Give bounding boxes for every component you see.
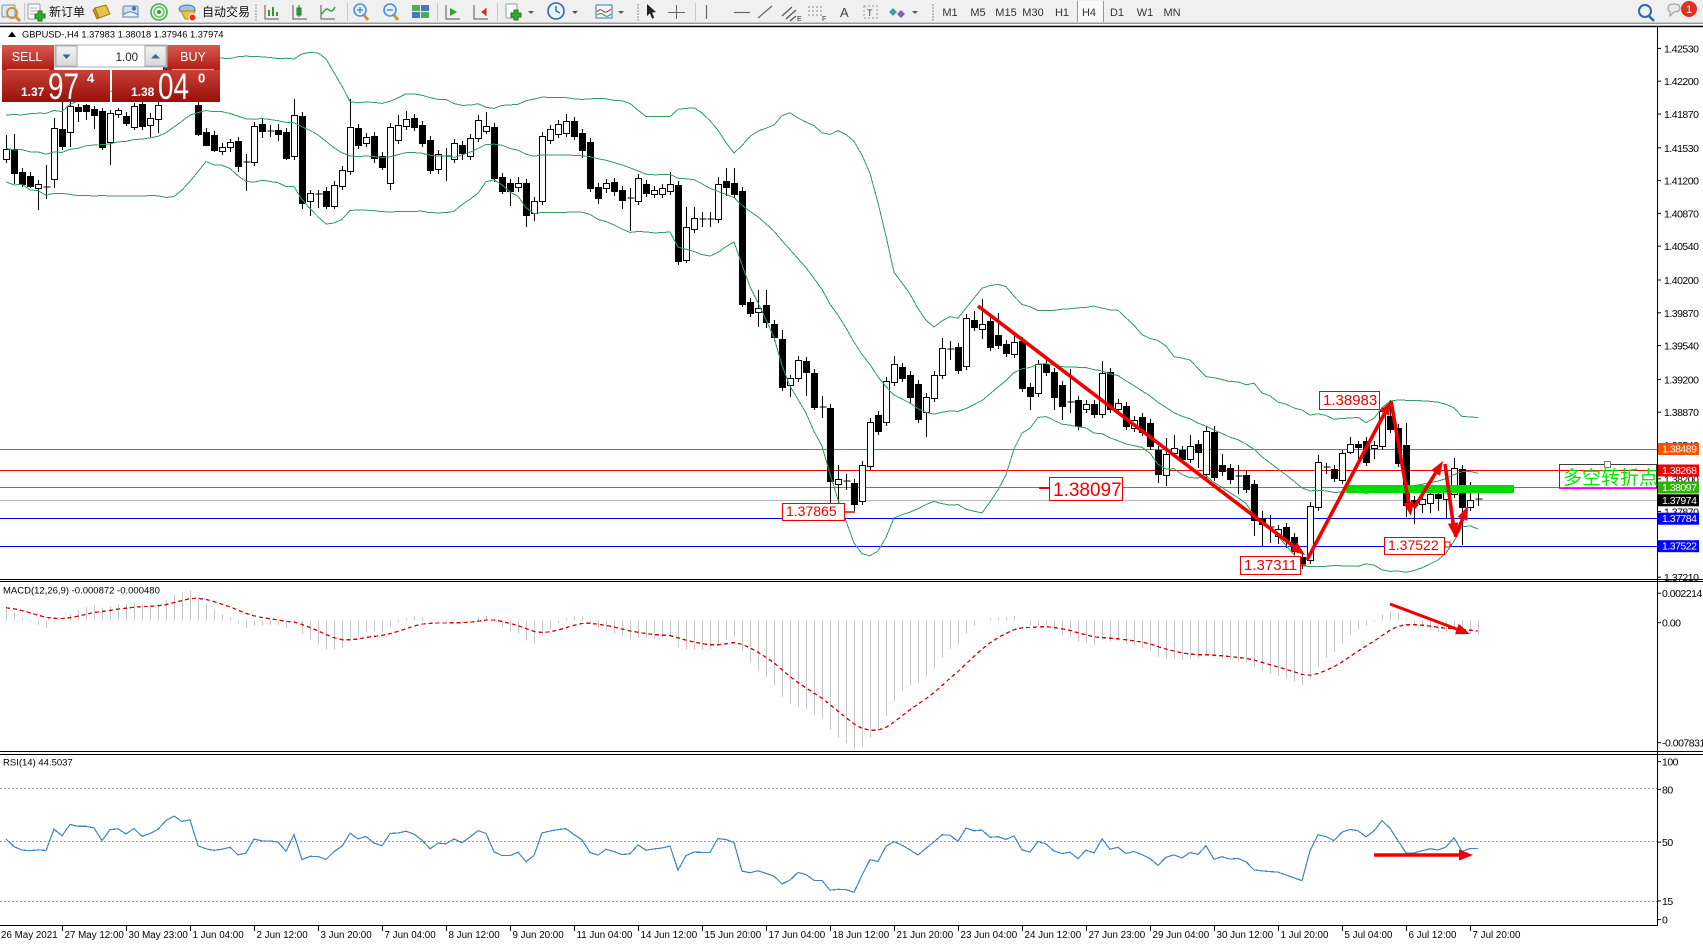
svg-text:1.38097: 1.38097 [1662, 482, 1697, 494]
svg-text:F: F [822, 16, 826, 23]
svg-text:4: 4 [87, 71, 95, 86]
svg-text:1 Jun 04:00: 1 Jun 04:00 [193, 930, 245, 941]
svg-text:1.37784: 1.37784 [1662, 513, 1697, 525]
svg-text:W1: W1 [1137, 7, 1154, 19]
svg-text:1.38268: 1.38268 [1662, 465, 1697, 477]
svg-text:E: E [797, 16, 802, 23]
svg-text:1.37: 1.37 [21, 85, 45, 99]
svg-text:M5: M5 [970, 7, 985, 19]
svg-text:1.37522: 1.37522 [1662, 541, 1697, 553]
svg-text:3 Jun 20:00: 3 Jun 20:00 [321, 930, 373, 941]
svg-text:A: A [840, 5, 849, 20]
svg-text:0: 0 [1662, 915, 1668, 927]
svg-text:MACD(12,26,9) -0.000872 -0.000: MACD(12,26,9) -0.000872 -0.000480 [3, 586, 160, 597]
svg-text:1.40200: 1.40200 [1664, 275, 1699, 287]
svg-text:H4: H4 [1082, 7, 1096, 19]
svg-text:27 Jun 23:00: 27 Jun 23:00 [1089, 930, 1146, 941]
svg-text:1.38870: 1.38870 [1664, 407, 1699, 419]
svg-text:80: 80 [1662, 784, 1673, 796]
svg-text:新订单: 新订单 [49, 4, 85, 19]
svg-text:6 Jul 12:00: 6 Jul 12:00 [1409, 930, 1457, 941]
svg-text:14 Jun 12:00: 14 Jun 12:00 [641, 930, 698, 941]
svg-text:0.002214: 0.002214 [1662, 588, 1702, 600]
svg-text:1.00: 1.00 [116, 52, 138, 64]
svg-text:H1: H1 [1055, 7, 1069, 19]
svg-text:24 Jun 12:00: 24 Jun 12:00 [1025, 930, 1082, 941]
svg-text:1.40870: 1.40870 [1664, 208, 1699, 220]
svg-text:30 Jun 12:00: 30 Jun 12:00 [1217, 930, 1274, 941]
svg-text:1.37311: 1.37311 [1244, 557, 1297, 574]
svg-text:7 Jul 20:00: 7 Jul 20:00 [1473, 930, 1521, 941]
svg-text:1: 1 [1686, 4, 1692, 16]
svg-text:M1: M1 [942, 7, 957, 19]
svg-text:2 Jun 12:00: 2 Jun 12:00 [257, 930, 309, 941]
svg-text:30 May 23:00: 30 May 23:00 [129, 930, 189, 941]
svg-text:7 Jun 04:00: 7 Jun 04:00 [385, 930, 437, 941]
svg-text:-0.007831: -0.007831 [1662, 738, 1703, 750]
svg-text:0: 0 [198, 71, 205, 86]
svg-text:27 May 12:00: 27 May 12:00 [65, 930, 125, 941]
svg-text:1.38097: 1.38097 [1053, 480, 1122, 501]
svg-text:11 Jun 04:00: 11 Jun 04:00 [577, 930, 633, 941]
svg-text:1.41530: 1.41530 [1664, 143, 1699, 155]
svg-text:26 May 2021: 26 May 2021 [1, 930, 58, 941]
svg-text:8 Jun 12:00: 8 Jun 12:00 [449, 930, 501, 941]
svg-text:21 Jun 20:00: 21 Jun 20:00 [897, 930, 954, 941]
svg-text:29 Jun 04:00: 29 Jun 04:00 [1153, 930, 1210, 941]
svg-text:18 Jun 12:00: 18 Jun 12:00 [833, 930, 890, 941]
svg-text:RSI(14) 44.5037: RSI(14) 44.5037 [3, 758, 73, 769]
svg-text:1.38489: 1.38489 [1662, 444, 1697, 456]
svg-text:1.37865: 1.37865 [786, 503, 837, 519]
svg-text:100: 100 [1662, 757, 1679, 769]
svg-text:多空转折点: 多空转折点 [1563, 467, 1658, 489]
svg-text:23 Jun 04:00: 23 Jun 04:00 [961, 930, 1018, 941]
svg-text:15 Jun 20:00: 15 Jun 20:00 [705, 930, 762, 941]
svg-text:15: 15 [1662, 896, 1673, 908]
svg-text:97: 97 [48, 66, 79, 107]
svg-text:1.41200: 1.41200 [1664, 176, 1699, 188]
svg-text:1.38: 1.38 [131, 85, 155, 99]
svg-text:自动交易: 自动交易 [202, 4, 250, 19]
svg-text:D1: D1 [1110, 7, 1124, 19]
svg-text:1.42200: 1.42200 [1664, 76, 1699, 88]
svg-text:SELL: SELL [12, 50, 43, 64]
svg-text:1.39870: 1.39870 [1664, 308, 1699, 320]
svg-text:9 Jun 20:00: 9 Jun 20:00 [513, 930, 565, 941]
svg-text:17 Jun 04:00: 17 Jun 04:00 [769, 930, 826, 941]
svg-text:5 Jul 04:00: 5 Jul 04:00 [1345, 930, 1393, 941]
svg-text:1.37974: 1.37974 [1662, 495, 1697, 507]
svg-text:M30: M30 [1022, 7, 1043, 19]
svg-text:1.41870: 1.41870 [1664, 109, 1699, 121]
svg-text:BUY: BUY [180, 50, 206, 64]
svg-text:T: T [867, 8, 873, 18]
svg-text:1.38983: 1.38983 [1323, 392, 1377, 409]
svg-text:04: 04 [158, 66, 189, 107]
svg-text:50: 50 [1662, 837, 1673, 849]
svg-text:M15: M15 [995, 7, 1016, 19]
svg-text:1.40540: 1.40540 [1664, 241, 1699, 253]
svg-text:0.00: 0.00 [1662, 618, 1681, 630]
svg-text:1.42530: 1.42530 [1664, 43, 1699, 55]
svg-text:GBPUSD-,H4 1.37983 1.38018 1.: GBPUSD-,H4 1.37983 1.38018 1.37946 1.379… [22, 30, 224, 40]
svg-text:1.39540: 1.39540 [1664, 341, 1699, 353]
svg-text:1 Jul 20:00: 1 Jul 20:00 [1281, 930, 1329, 941]
svg-text:1.37210: 1.37210 [1664, 572, 1699, 584]
svg-text:1.39200: 1.39200 [1664, 374, 1699, 386]
svg-text:1.37522: 1.37522 [1388, 537, 1439, 553]
svg-text:MN: MN [1163, 7, 1180, 19]
